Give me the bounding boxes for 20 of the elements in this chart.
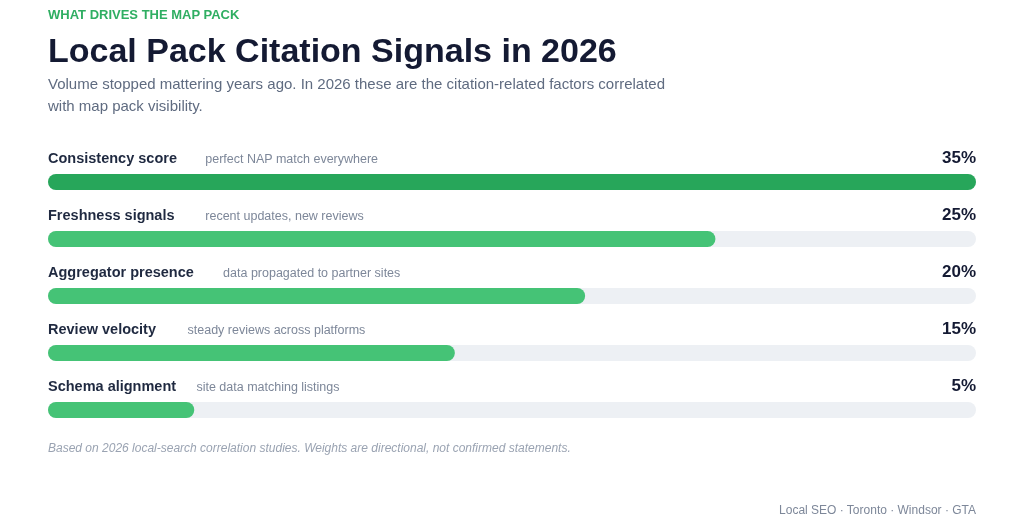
y-tick-label: Freshness signals	[48, 207, 175, 223]
annotation: perfect NAP match everywhere	[205, 152, 379, 166]
text: Based on 2026 local-search correlation studies. Weights are directional, not confirmed statements.	[48, 441, 571, 455]
y-tick-label: Aggregator presence	[48, 264, 194, 280]
data-label: 5%	[951, 376, 976, 395]
data-label: 15%	[941, 319, 976, 338]
y-tick-label: Schema alignment	[48, 378, 177, 394]
data-label: 20%	[941, 262, 976, 281]
annotation: data propagated to partner sites	[223, 266, 401, 280]
data-label: 35%	[941, 148, 976, 167]
chart-title: Local Pack Citation Signals in 2026	[48, 31, 617, 69]
text: Local SEO · Toronto · Windsor · GTA	[779, 503, 976, 515]
text: WHAT DRIVES THE MAP PACK	[48, 7, 241, 22]
y-tick-label: Consistency score	[48, 150, 177, 166]
annotation: steady reviews across platforms	[187, 323, 366, 337]
annotation: site data matching listings	[196, 380, 340, 394]
data-label: 25%	[941, 205, 976, 224]
annotation: recent updates, new reviews	[205, 209, 364, 223]
y-tick-label: Review velocity	[48, 321, 156, 337]
chart-subtitle: Volume stopped mattering years ago. In 2026 these are the citation-related factors correlated with map pack visibility.	[47, 75, 666, 114]
